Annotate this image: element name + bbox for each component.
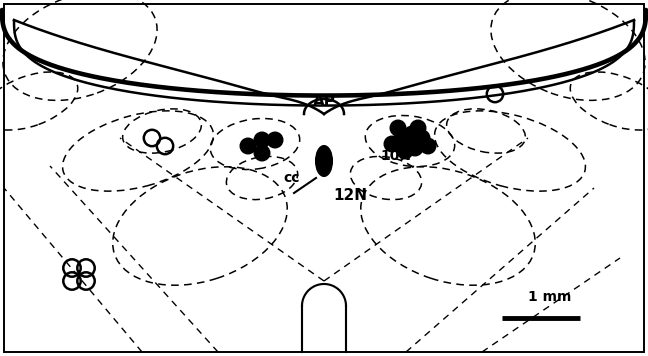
Circle shape xyxy=(414,130,430,146)
Circle shape xyxy=(384,136,400,152)
Circle shape xyxy=(394,130,410,146)
Ellipse shape xyxy=(316,146,332,176)
Text: 10N: 10N xyxy=(380,149,411,163)
Circle shape xyxy=(407,140,422,156)
Circle shape xyxy=(254,132,270,148)
Circle shape xyxy=(410,120,426,136)
Circle shape xyxy=(240,138,256,154)
Circle shape xyxy=(420,138,436,154)
Text: cc: cc xyxy=(284,171,300,185)
Text: 1 mm: 1 mm xyxy=(528,290,572,304)
Text: 12N: 12N xyxy=(333,188,367,204)
Circle shape xyxy=(267,132,283,148)
Circle shape xyxy=(254,145,270,161)
Circle shape xyxy=(390,120,406,136)
Circle shape xyxy=(397,143,413,159)
Text: AP: AP xyxy=(312,94,336,109)
Circle shape xyxy=(404,126,420,142)
